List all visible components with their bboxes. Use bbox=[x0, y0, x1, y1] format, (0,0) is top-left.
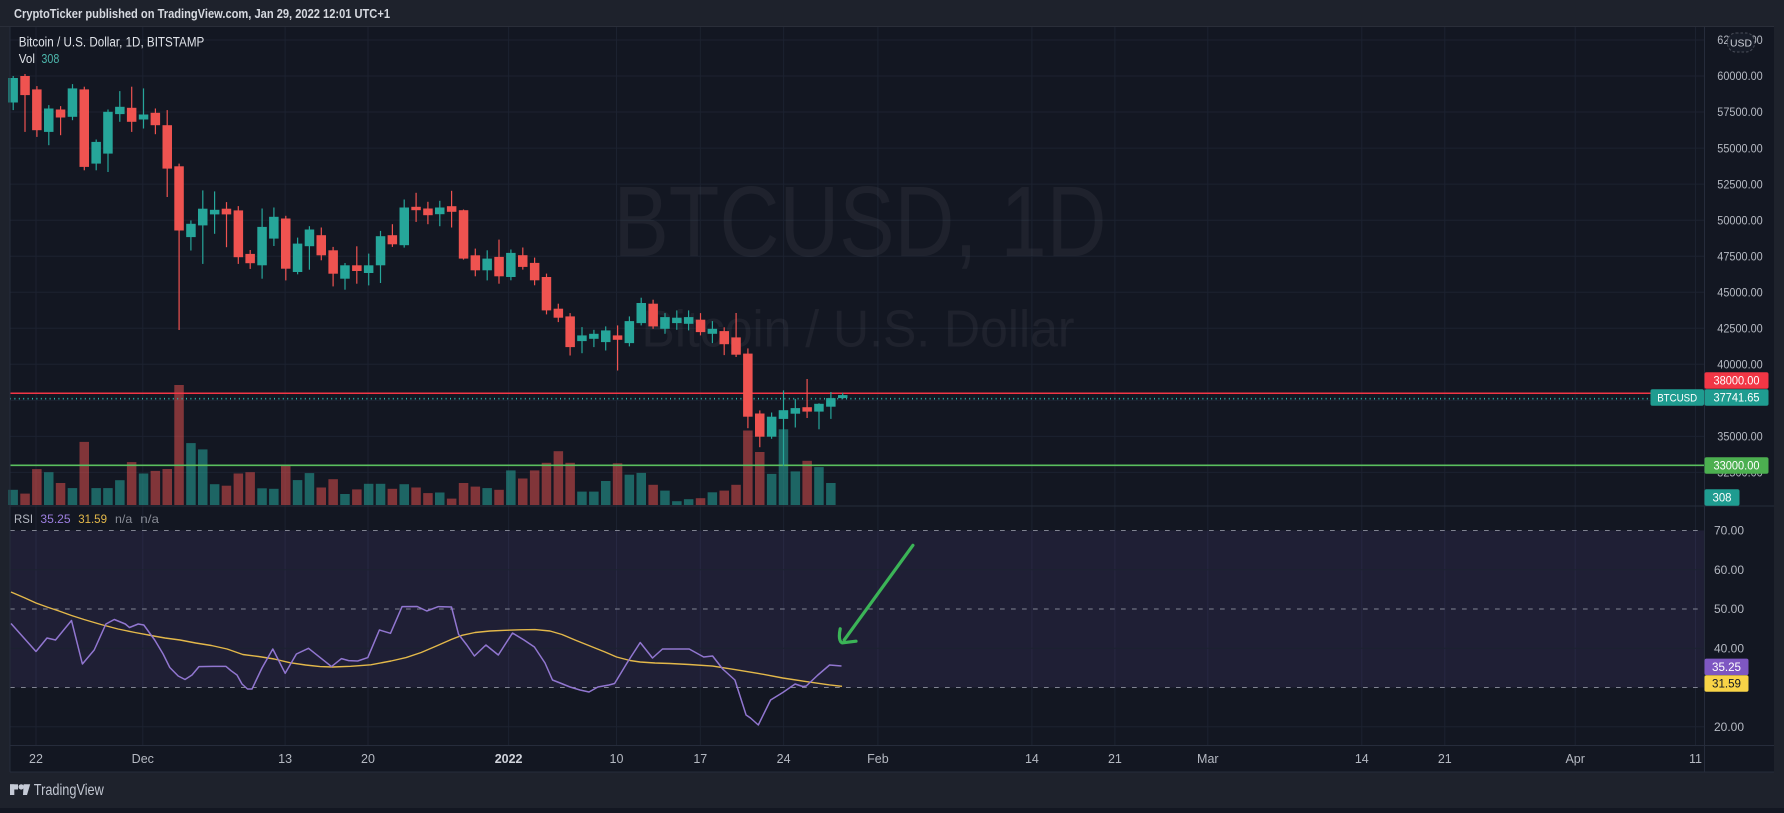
svg-text:35000.00: 35000.00 bbox=[1717, 430, 1763, 444]
svg-text:57500.00: 57500.00 bbox=[1717, 105, 1763, 119]
svg-text:308: 308 bbox=[1713, 493, 1732, 505]
svg-text:CryptoTicker published on Trad: CryptoTicker published on TradingView.co… bbox=[14, 7, 390, 21]
svg-text:20: 20 bbox=[361, 752, 375, 766]
svg-text:308: 308 bbox=[41, 52, 59, 66]
svg-text:Feb: Feb bbox=[867, 752, 889, 766]
svg-text:21: 21 bbox=[1438, 752, 1452, 766]
svg-text:21: 21 bbox=[1108, 752, 1122, 766]
svg-text:38000.00: 38000.00 bbox=[1714, 376, 1760, 388]
svg-text:Dec: Dec bbox=[132, 752, 154, 766]
svg-text:BTCUSD: BTCUSD bbox=[1657, 393, 1697, 405]
svg-text:14: 14 bbox=[1355, 752, 1369, 766]
svg-text:45000.00: 45000.00 bbox=[1717, 285, 1763, 299]
svg-text:37741.65: 37741.65 bbox=[1714, 393, 1760, 405]
svg-text:55000.00: 55000.00 bbox=[1717, 141, 1763, 155]
svg-text:n/a: n/a bbox=[115, 512, 133, 526]
svg-text:50.00: 50.00 bbox=[1714, 602, 1744, 616]
svg-text:Bitcoin / U.S. Dollar, 1D, BIT: Bitcoin / U.S. Dollar, 1D, BITSTAMP bbox=[19, 35, 205, 50]
svg-text:70.00: 70.00 bbox=[1714, 524, 1744, 538]
svg-text:24: 24 bbox=[777, 752, 791, 766]
svg-text:14: 14 bbox=[1025, 752, 1039, 766]
svg-text:40.00: 40.00 bbox=[1714, 642, 1744, 656]
svg-text:42500.00: 42500.00 bbox=[1717, 322, 1763, 336]
svg-text:Mar: Mar bbox=[1197, 752, 1219, 766]
svg-text:11: 11 bbox=[1689, 752, 1702, 766]
svg-text:40000.00: 40000.00 bbox=[1717, 358, 1763, 372]
svg-text:Bitcoin / U.S. Dollar: Bitcoin / U.S. Dollar bbox=[642, 301, 1075, 359]
svg-text:Apr: Apr bbox=[1565, 752, 1584, 766]
svg-text:n/a: n/a bbox=[140, 512, 159, 526]
svg-text:35.25: 35.25 bbox=[1712, 662, 1741, 674]
svg-text:50000.00: 50000.00 bbox=[1717, 213, 1763, 227]
svg-text:22: 22 bbox=[29, 752, 43, 766]
svg-text:31.59: 31.59 bbox=[1712, 679, 1741, 691]
svg-text:TradingView: TradingView bbox=[34, 782, 104, 799]
svg-text:60.00: 60.00 bbox=[1714, 563, 1744, 577]
svg-text:RSI: RSI bbox=[14, 512, 33, 526]
svg-text:20.00: 20.00 bbox=[1714, 720, 1744, 734]
svg-text:2022: 2022 bbox=[495, 752, 523, 766]
svg-text:33000.00: 33000.00 bbox=[1714, 461, 1760, 473]
svg-text:10: 10 bbox=[610, 752, 624, 766]
svg-text:BTCUSD, 1D: BTCUSD, 1D bbox=[614, 166, 1107, 278]
svg-text:USD: USD bbox=[1730, 38, 1752, 50]
svg-text:13: 13 bbox=[278, 752, 292, 766]
svg-text:52500.00: 52500.00 bbox=[1717, 177, 1763, 191]
svg-text:60000.00: 60000.00 bbox=[1717, 69, 1763, 83]
svg-text:35.25: 35.25 bbox=[40, 512, 71, 526]
svg-text:47500.00: 47500.00 bbox=[1717, 249, 1763, 263]
svg-text:31.59: 31.59 bbox=[78, 512, 107, 526]
svg-text:17: 17 bbox=[693, 752, 707, 766]
svg-text:Vol: Vol bbox=[19, 52, 35, 66]
